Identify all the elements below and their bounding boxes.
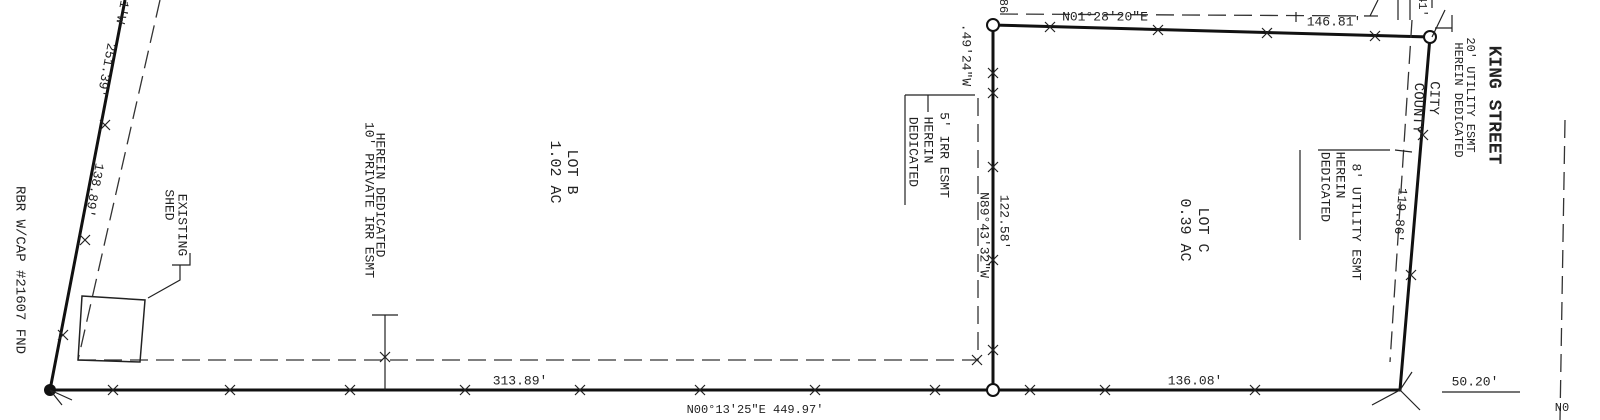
bearing-label: N01°28'20"E (1062, 9, 1148, 24)
shed-label: SHED (162, 189, 177, 220)
shed-label: EXISTING (175, 194, 190, 256)
easement-label: HEREIN DEDICATED (373, 133, 388, 258)
lot-area: 1.02 AC (546, 140, 563, 203)
distance-label: 136.08' (1168, 373, 1223, 388)
partial-label: N0 (1555, 401, 1569, 415)
easement-label: HEREIN (921, 117, 936, 164)
bearing-label: .49'24"W (959, 24, 974, 87)
lot-area: 0.39 AC (1176, 198, 1193, 261)
easement-label: 10' PRIVATE IRR ESMT (362, 122, 377, 278)
easement-label: 20' UTILITY ESMT (1463, 37, 1477, 152)
distance-label: 122.58' (997, 195, 1012, 250)
easement-label: HEREIN (1333, 152, 1348, 199)
distance-label: 313.89' (493, 373, 548, 388)
partial-label: 86 (996, 0, 1010, 13)
ticks (57, 21, 1429, 396)
easement-label: DEDICATED (906, 117, 921, 187)
jurisdiction-label: CITY (1425, 81, 1442, 116)
leaders (372, 0, 1520, 393)
distance-label: 50.20' (1452, 374, 1499, 389)
street-label: KING STREET (1483, 46, 1503, 165)
jurisdiction-label: COUNTY (1408, 83, 1426, 135)
bearing-label: N00°13'25"E 449.97' (687, 403, 824, 417)
corners (44, 9, 1446, 411)
easement-lines (77, 0, 1566, 420)
partial-label: 41' (1415, 0, 1429, 17)
easement-label: HEREIN DEDICATED (1451, 42, 1465, 157)
distance-label: 146.81' (1307, 14, 1362, 29)
boundary (48, 0, 1432, 392)
partial-label: 1'W (112, 0, 131, 25)
shed (77, 253, 191, 363)
monument-label: RBR W/CAP #21607 FND (11, 186, 27, 354)
easement-label: 5' IRR ESMT (937, 112, 952, 198)
easement-label: DEDICATED (1318, 152, 1333, 222)
lot-label: LOT C (1194, 207, 1211, 252)
easement-label: 8' UTILITY ESMT (1349, 163, 1364, 280)
bearing-label: N89°43'32"W (977, 192, 992, 278)
distance-label: 119.86' (1390, 187, 1410, 243)
lot-label: LOT B (563, 149, 580, 194)
